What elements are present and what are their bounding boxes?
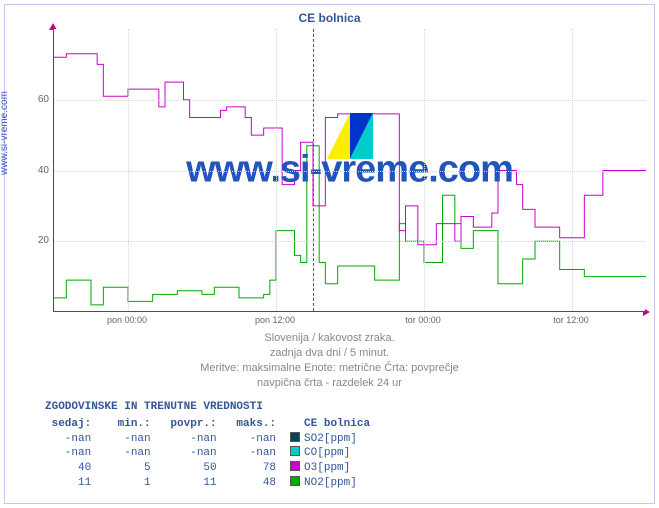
- footer-line: Slovenija / kakovost zraka.: [5, 331, 654, 346]
- watermark-logo-icon: [327, 113, 373, 159]
- legend-title: ZGODOVINSKE IN TRENUTNE VREDNOSTI: [45, 401, 370, 415]
- footer-line: Meritve: maksimalne Enote: metrične Črta…: [5, 361, 654, 376]
- y-axis-label: www.si-vreme.com: [0, 91, 10, 175]
- plot-area: www.si-vreme.com: [53, 29, 645, 312]
- gridline-h: [54, 241, 645, 242]
- y-tick-label: 40: [29, 165, 49, 176]
- gridline-h: [54, 100, 645, 101]
- gridline-v: [424, 29, 425, 311]
- gridline-v: [572, 29, 573, 311]
- legend-header: sedaj: min.: povpr.: maks.:CE bolnica: [45, 417, 370, 432]
- chart-footer: Slovenija / kakovost zraka. zadnja dva d…: [5, 331, 654, 390]
- chart-title: CE bolnica: [5, 11, 654, 25]
- x-tick-label: pon 00:00: [107, 315, 147, 325]
- legend-row: -nan -nan -nan -nanSO2[ppm]: [45, 432, 370, 447]
- legend-row: -nan -nan -nan -nanCO[ppm]: [45, 446, 370, 461]
- chart-frame: www.si-vreme.com CE bolnica www.si-vreme…: [4, 4, 655, 504]
- y-tick-label: 20: [29, 235, 49, 246]
- x-tick-label: pon 12:00: [255, 315, 295, 325]
- x-tick-label: tor 12:00: [553, 315, 589, 325]
- gridline-h: [54, 171, 645, 172]
- day-divider: [313, 29, 314, 311]
- footer-line: zadnja dva dni / 5 minut.: [5, 346, 654, 361]
- gridline-v: [128, 29, 129, 311]
- footer-line: navpična črta - razdelek 24 ur: [5, 376, 654, 391]
- x-tick-label: tor 00:00: [405, 315, 441, 325]
- legend-row: 11 1 11 48NO2[ppm]: [45, 476, 370, 491]
- gridline-v: [276, 29, 277, 311]
- legend-table: ZGODOVINSKE IN TRENUTNE VREDNOSTI sedaj:…: [45, 401, 370, 491]
- legend-row: 40 5 50 78O3[ppm]: [45, 461, 370, 476]
- y-tick-label: 60: [29, 94, 49, 105]
